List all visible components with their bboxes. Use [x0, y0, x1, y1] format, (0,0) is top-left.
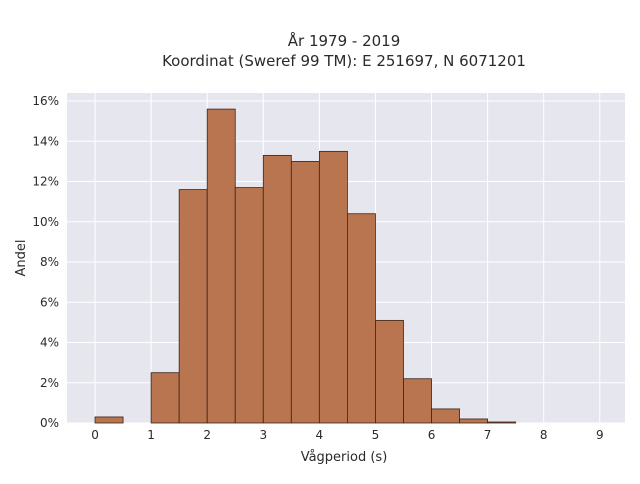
x-tick-label-0: 0 [91, 428, 99, 442]
histogram-bar-5 [234, 187, 264, 424]
y-tick-label-5: 10% [32, 215, 59, 229]
x-tick-labels: 0 1 2 3 4 5 6 7 8 9 [91, 428, 603, 442]
histogram-bar-0 [94, 416, 124, 424]
x-tick-label-4: 4 [316, 428, 324, 442]
x-tick-label-3: 3 [259, 428, 267, 442]
x-tick-label-5: 5 [372, 428, 380, 442]
y-tick-label-8: 16% [32, 94, 59, 108]
histogram-bar-8 [318, 150, 348, 424]
histogram-bar-14 [487, 421, 517, 424]
chart-title-line-1: År 1979 - 2019 [288, 31, 401, 50]
x-tick-label-6: 6 [428, 428, 436, 442]
histogram-bar-6 [262, 154, 292, 424]
y-tick-label-6: 12% [32, 175, 59, 189]
histogram-bar-7 [290, 161, 320, 424]
histogram-bar-13 [459, 418, 489, 424]
histogram-bar-2 [150, 372, 180, 424]
histogram-bar-11 [403, 378, 432, 424]
y-tick-label-7: 14% [32, 134, 59, 148]
histogram-bar-3 [178, 189, 208, 424]
y-axis-label: Andel [14, 240, 29, 277]
bars [94, 108, 517, 424]
histogram-bar-12 [431, 408, 460, 424]
x-axis-label: Vågperiod (s) [301, 450, 388, 465]
x-tick-label-1: 1 [147, 428, 155, 442]
histogram-bar-10 [375, 319, 404, 424]
y-tick-label-1: 2% [40, 376, 59, 390]
x-tick-label-2: 2 [203, 428, 211, 442]
x-tick-label-7: 7 [484, 428, 492, 442]
y-tick-label-0: 0% [40, 416, 59, 430]
x-tick-label-8: 8 [540, 428, 548, 442]
y-tick-labels: 0% 2% 4% 6% 8% 10% 12% 14% 16% [32, 94, 59, 430]
chart-title-line-2: Koordinat (Sweref 99 TM): E 251697, N 60… [162, 52, 526, 70]
histogram-bar-4 [206, 108, 236, 424]
y-tick-label-2: 4% [40, 336, 59, 350]
histogram-bar-9 [347, 213, 376, 424]
y-tick-label-3: 6% [40, 295, 59, 309]
y-tick-label-4: 8% [40, 255, 59, 269]
x-tick-label-9: 9 [596, 428, 604, 442]
